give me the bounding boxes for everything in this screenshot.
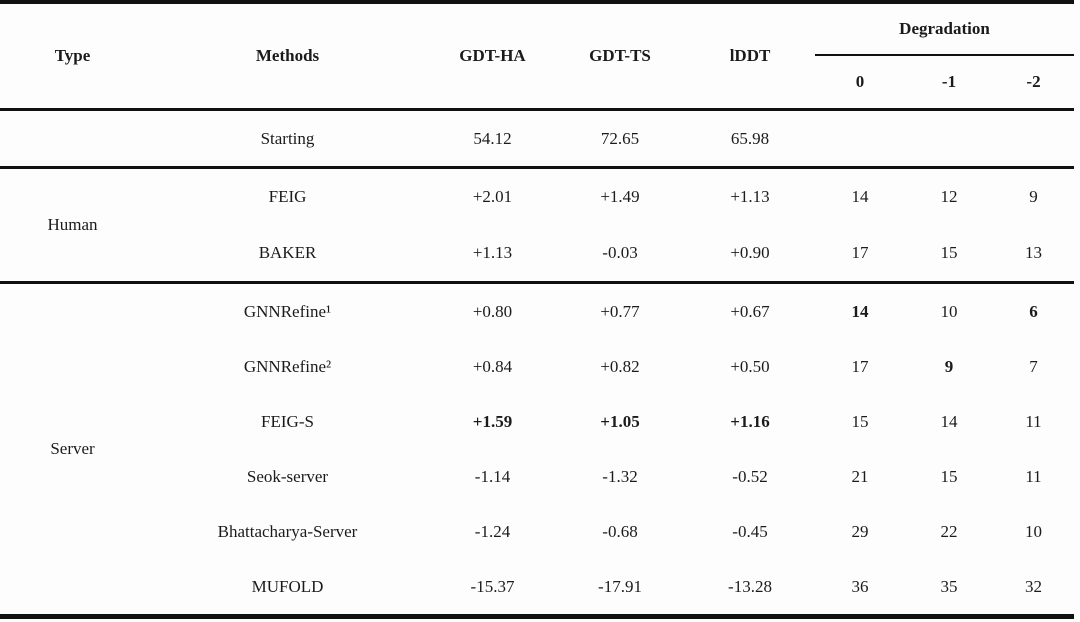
cell-method: FEIG-S [261,411,314,431]
table-row-mufold: MUFOLD -15.37 -17.91 -13.28 36 35 32 [0,559,1074,617]
cell-gdt-ha: +0.80 [472,301,513,321]
cell-method: Bhattacharya-Server [217,521,358,541]
cell-deg-0: 14 [851,187,869,206]
group-label-server: Server [50,439,95,458]
cell-gdt-ha: +2.01 [472,187,513,206]
cell-lddt: 65.98 [730,128,770,148]
table-row-gnnrefine2: GNNRefine² +0.84 +0.82 +0.50 17 9 7 [0,339,1074,394]
cell-lddt: -13.28 [728,576,772,596]
table-row-baker: BAKER +1.13 -0.03 +0.90 17 15 13 [0,225,1074,283]
cell-deg-m1: 14 [940,411,958,431]
col-header-lddt: lDDT [729,46,771,65]
cell-method: GNNRefine¹ [243,301,332,321]
cell-gdt-ts: +1.49 [600,187,640,206]
cell-deg-m2: 7 [1029,356,1038,376]
table-row-feig-s: FEIG-S +1.59 +1.05 +1.16 15 14 11 [0,394,1074,449]
cell-deg-m1: 10 [940,301,958,321]
cell-lddt: -0.52 [732,466,768,486]
cell-lddt: +0.50 [730,356,770,376]
cell-deg-m2: 6 [1029,301,1038,321]
col-header-deg-0: 0 [855,72,865,91]
cell-gdt-ha: -1.24 [474,521,511,541]
col-header-deg-m1: -1 [941,72,957,91]
cell-deg-0: 36 [851,576,869,596]
cell-deg-0: 29 [851,521,869,541]
cell-gdt-ts: +1.05 [600,411,640,431]
cell-method: MUFOLD [251,576,324,596]
cell-gdt-ha: +1.59 [472,411,513,431]
table-row-feig: Human FEIG +2.01 +1.49 +1.13 14 12 9 [0,168,1074,234]
cell-deg-m2: 9 [1029,187,1038,206]
cell-deg-m2: 11 [1025,466,1042,486]
cell-lddt: +1.16 [730,411,770,431]
cell-gdt-ts: -1.32 [602,466,638,486]
section-starting: Starting 54.12 72.65 65.98 [0,110,1075,168]
cell-deg-0: 17 [851,243,869,262]
table-header: Type Methods GDT-HA GDT-TS lDDT Degradat… [0,2,1075,110]
cell-gdt-ts: +0.77 [600,301,640,321]
table-row-starting: Starting 54.12 72.65 65.98 [0,110,1074,168]
col-header-gdt-ha: GDT-HA [459,46,526,65]
cell-deg-m2 [993,110,1074,168]
cell-deg-m1: 12 [940,187,958,206]
cell-method: GNNRefine² [243,356,332,376]
header-row-main: Type Methods GDT-HA GDT-TS lDDT Degradat… [0,2,1075,65]
group-label-human: Human [47,215,98,234]
cell-gdt-ha: 54.12 [473,128,512,148]
col-header-type: Type [54,46,91,65]
cell-deg-m1 [905,110,993,168]
cell-deg-m1: 15 [940,243,958,262]
cell-gdt-ts: +0.82 [600,356,640,376]
cell-deg-m1: 22 [940,521,958,541]
cell-deg-0: 17 [851,356,869,376]
col-header-deg-m2: -2 [1026,72,1041,91]
cell-deg-0: 21 [851,466,869,486]
cell-deg-m2: 10 [1025,521,1042,541]
header-row-degradation-sub: 0 -1 -2 [0,55,1074,110]
cell-lddt: +1.13 [730,187,770,206]
col-header-degradation: Degradation [815,2,1075,56]
cell-gdt-ts: -0.68 [602,521,638,541]
section-human: Human FEIG +2.01 +1.49 +1.13 14 12 9 BAK… [0,168,1075,283]
cell-deg-m1: 9 [944,356,954,376]
cell-gdt-ts: -17.91 [598,576,642,596]
cell-deg-0: 15 [851,411,869,431]
cell-deg-0: 14 [851,301,869,321]
col-header-methods: Methods [255,46,320,65]
table-row-bhattacharya-server: Bhattacharya-Server -1.24 -0.68 -0.45 29… [0,504,1074,559]
cell-deg-m2: 13 [1025,243,1042,262]
section-server: Server GNNRefine¹ +0.80 +0.77 +0.67 14 1… [0,283,1074,617]
cell-deg-m2: 32 [1025,576,1042,596]
cell-method: Seok-server [246,466,329,486]
col-header-gdt-ts: GDT-TS [589,46,651,65]
cell-method: Starting [260,128,315,148]
cell-method: BAKER [258,243,317,262]
cell-lddt: +0.67 [730,301,770,321]
cell-gdt-ts: -0.03 [602,243,638,262]
cell-gdt-ts: 72.65 [600,128,640,148]
cell-gdt-ha: -1.14 [474,466,511,486]
table-row-gnnrefine1: Server GNNRefine¹ +0.80 +0.77 +0.67 14 1… [0,283,1074,459]
cell-type-empty [0,110,145,168]
cell-deg-0 [815,110,905,168]
table-row-seok-server: Seok-server -1.14 -1.32 -0.52 21 15 11 [0,449,1074,504]
cell-deg-m1: 15 [940,466,958,486]
cell-gdt-ha: +0.84 [472,356,513,376]
cell-lddt: -0.45 [732,521,768,541]
cell-lddt: +0.90 [730,243,770,262]
cell-method: FEIG [268,187,307,206]
cell-gdt-ha: -15.37 [470,576,515,596]
cell-deg-m1: 35 [940,576,958,596]
cell-deg-m2: 11 [1025,411,1042,431]
cell-gdt-ha: +1.13 [472,243,513,262]
